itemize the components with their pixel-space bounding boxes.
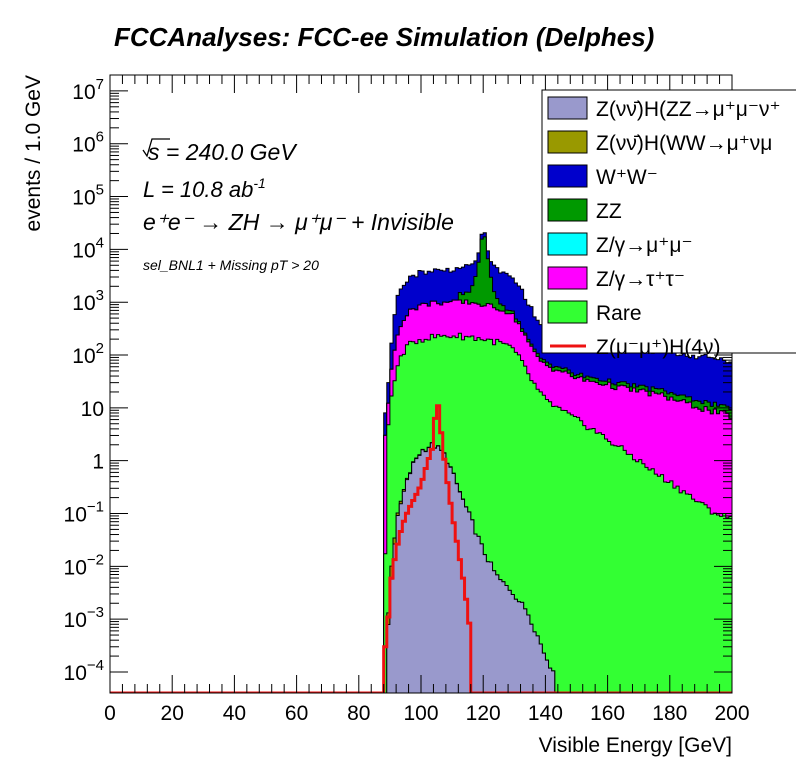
y-tick-label: 107 <box>72 76 104 104</box>
x-tick-label: 40 <box>223 702 246 725</box>
y-tick-label: 103 <box>72 287 104 315</box>
legend-label-rare: Rare <box>596 302 642 325</box>
process-label: e⁺e⁻ → ZH → μ⁺μ⁻ + Invisible <box>143 209 454 235</box>
x-tick-label: 160 <box>590 702 625 725</box>
legend-swatch-zmumu <box>547 232 588 256</box>
sqrt-s-label-text: s = 240.0 GeV <box>148 139 298 165</box>
signal-line <box>110 404 732 693</box>
legend-swatch-ww <box>547 164 588 188</box>
x-tick-label: 200 <box>714 702 749 725</box>
lumi-exponent: -1 <box>253 175 265 191</box>
x-tick-label: 120 <box>466 702 501 725</box>
sqrt-s-label: s = 240.0 GeV <box>148 139 298 165</box>
y-tick-label: 1 <box>92 451 104 474</box>
chart-title: FCCAnalyses: FCC-ee Simulation (Delphes) <box>114 22 654 52</box>
x-tick-label: 20 <box>161 702 184 725</box>
y-tick-label: 10−1 <box>64 499 104 527</box>
axes: 0 20 40 60 80 100 120 140 160 180 200 10−4 10−3 10−2 1… <box>22 75 750 757</box>
legend: Z(νν̄)H(ZZ→μ⁺μ⁻ν⁺ Z(νν̄)H(WW→μ⁺νμ W⁺W⁻ ZZ Z/… <box>541 89 796 359</box>
y-tick-label: 102 <box>72 340 104 368</box>
x-axis-title: Visible Energy [GeV] <box>539 734 732 757</box>
sqrt-symbol <box>142 138 170 158</box>
x-tick-label: 0 <box>104 702 116 725</box>
legend-swatch-zh_zz <box>547 96 588 120</box>
lumi-label-text: L = 10.8 ab <box>143 177 253 202</box>
y-tick-label: 105 <box>72 182 104 210</box>
legend-label-ztautau: Z/γ→τ⁺τ⁻ <box>596 268 685 291</box>
legend-swatch-zh_ww <box>547 130 588 154</box>
legend-label-zh_ww: Z(νν̄)H(WW→μ⁺νμ <box>596 132 772 155</box>
legend-label-zh_zz: Z(νν̄)H(ZZ→μ⁺μ⁻ν⁺ <box>596 98 781 121</box>
x-tick-label: 180 <box>652 702 687 725</box>
y-tick-label: 10−4 <box>64 657 104 685</box>
legend-label-signal: Z(μ⁻μ⁺)H(4ν) <box>596 336 721 359</box>
x-tick-label: 80 <box>347 702 370 725</box>
legend-label-zmumu: Z/γ→μ⁺μ⁻ <box>596 234 693 257</box>
legend-swatch-ztautau <box>547 266 588 290</box>
x-tick-label: 60 <box>285 702 308 725</box>
y-tick-label: 104 <box>72 234 104 262</box>
legend-label-zz: ZZ <box>596 200 622 223</box>
y-tick-label: 10−3 <box>64 604 104 632</box>
y-tick-label: 106 <box>72 129 104 157</box>
x-tick-label: 100 <box>403 702 438 725</box>
legend-swatch-zz <box>547 198 588 222</box>
y-tick-label: 10 <box>81 398 104 421</box>
legend-label-ww: W⁺W⁻ <box>596 166 658 189</box>
y-axis-title: events / 1.0 GeV <box>22 75 45 231</box>
annotations: s = 240.0 GeV L = 10.8 ab-1 e⁺e⁻ → ZH → … <box>142 138 454 273</box>
y-tick-label: 10−2 <box>64 551 104 579</box>
legend-swatch-rare <box>547 300 588 324</box>
x-tick-label: 140 <box>528 702 563 725</box>
selection-label: sel_BNL1 + Missing pT > 20 <box>143 257 319 273</box>
lumi-label: L = 10.8 ab-1 <box>143 175 266 202</box>
